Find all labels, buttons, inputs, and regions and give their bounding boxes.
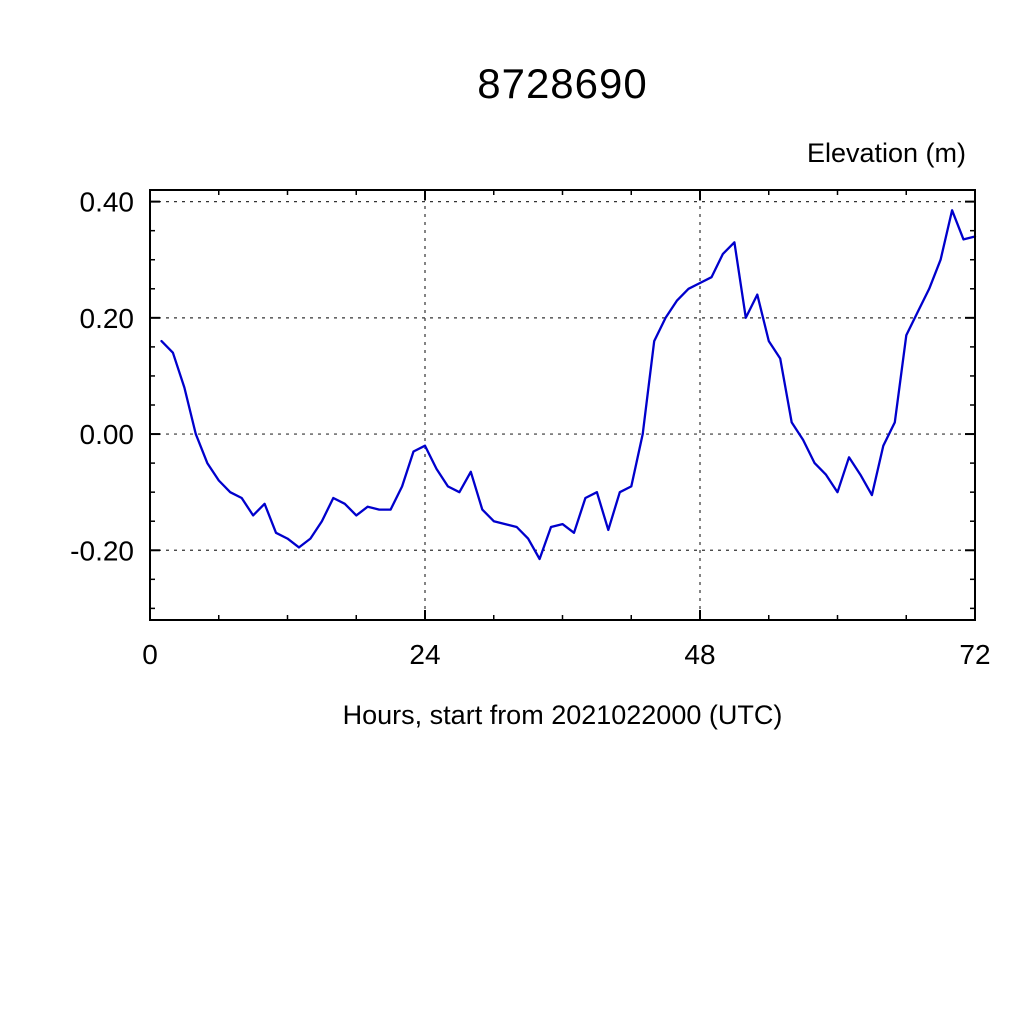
gridlines [150, 190, 975, 620]
y-tick-label: 0.00 [80, 419, 135, 450]
data-line [160, 209, 977, 561]
elevation-series-line [160, 209, 977, 561]
x-tick-label: 48 [684, 639, 715, 670]
y-tick-label: -0.20 [70, 535, 134, 566]
x-tick-label: 72 [959, 639, 990, 670]
chart-title: 8728690 [477, 60, 648, 107]
axis-box [149, 189, 976, 621]
axis-frame [149, 189, 976, 621]
x-tick-label: 0 [142, 639, 158, 670]
x-tick-labels: 0 24 48 72 [142, 639, 990, 670]
y-tick-label: 0.20 [80, 303, 135, 334]
y-tick-labels: -0.20 0.00 0.20 0.40 [70, 187, 134, 567]
x-axis-label: Hours, start from 2021022000 (UTC) [342, 700, 783, 730]
y-tick-label: 0.40 [80, 187, 135, 218]
plot-area: 0 24 48 72 -0.20 0.00 0.20 0.40 [70, 187, 990, 670]
tick-marks [149, 190, 976, 620]
y-axis-label: Elevation (m) [806, 138, 966, 168]
x-tick-label: 24 [409, 639, 440, 670]
